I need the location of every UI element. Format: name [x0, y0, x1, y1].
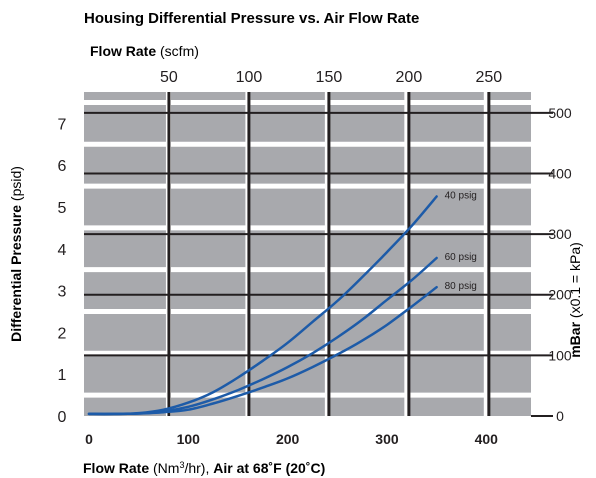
series-label: 60 psig [445, 252, 477, 263]
left-axis-tick-label: 1 [58, 367, 67, 384]
pressure-curves [87, 195, 438, 416]
bottom-axis-title: Flow Rate (Nm3/hr), Air at 68˚F (20˚C) [83, 460, 325, 476]
bottom-axis-tick-label: 0 [85, 431, 93, 447]
top-axis-tick-label: 250 [476, 69, 503, 86]
left-axis-tick-label: 7 [58, 116, 67, 133]
left-axis-title: Differential Pressure (psid) [8, 166, 24, 342]
curve-labels: 40 psig 60 psig 80 psig [445, 191, 477, 293]
right-axis-tick-label: 300 [548, 226, 572, 242]
series-label: 40 psig [445, 191, 477, 202]
top-axis-tick-label: 200 [396, 69, 423, 86]
right-axis-ticks [531, 111, 553, 417]
top-axis-tick-label: 150 [316, 69, 343, 86]
chart-title: Housing Differential Pressure vs. Air Fl… [84, 10, 419, 27]
right-axis-tick-labels: 0 100 200 300 400 500 [548, 105, 572, 424]
left-axis-tick-label: 6 [58, 158, 67, 175]
right-axis-tick-label: 500 [548, 105, 572, 121]
top-axis-title: Flow Rate (scfm) [90, 43, 199, 59]
right-axis-tick-label: 200 [548, 287, 572, 303]
series-line [87, 285, 438, 416]
top-axis-tick-labels: 50 100 150 200 250 [160, 69, 502, 86]
right-axis-tick-label: 400 [548, 165, 572, 181]
left-axis-tick-label: 3 [58, 284, 67, 301]
bottom-axis-tick-label: 400 [475, 431, 499, 447]
left-axis-tick-label: 4 [58, 242, 67, 259]
bottom-axis-tick-label: 100 [177, 431, 201, 447]
right-axis-tick-label: 100 [548, 347, 572, 363]
bottom-axis-tick-labels: 0 100 200 300 400 [85, 431, 498, 447]
left-axis-tick-label: 5 [58, 200, 67, 217]
left-axis-tick-labels: 0 1 2 3 4 5 6 7 [58, 116, 67, 426]
top-axis-tick-label: 100 [236, 69, 263, 86]
left-axis-tick-label: 2 [58, 325, 67, 342]
top-axis-tick-label: 50 [160, 69, 178, 86]
right-axis-tick-label: 0 [556, 408, 564, 424]
series-label: 80 psig [445, 281, 477, 292]
left-axis-tick-label: 0 [58, 409, 67, 426]
right-axis-title: mBar (x0.1 = kPa) [567, 242, 583, 358]
bottom-axis-tick-label: 200 [276, 431, 300, 447]
bottom-axis-tick-label: 300 [375, 431, 399, 447]
